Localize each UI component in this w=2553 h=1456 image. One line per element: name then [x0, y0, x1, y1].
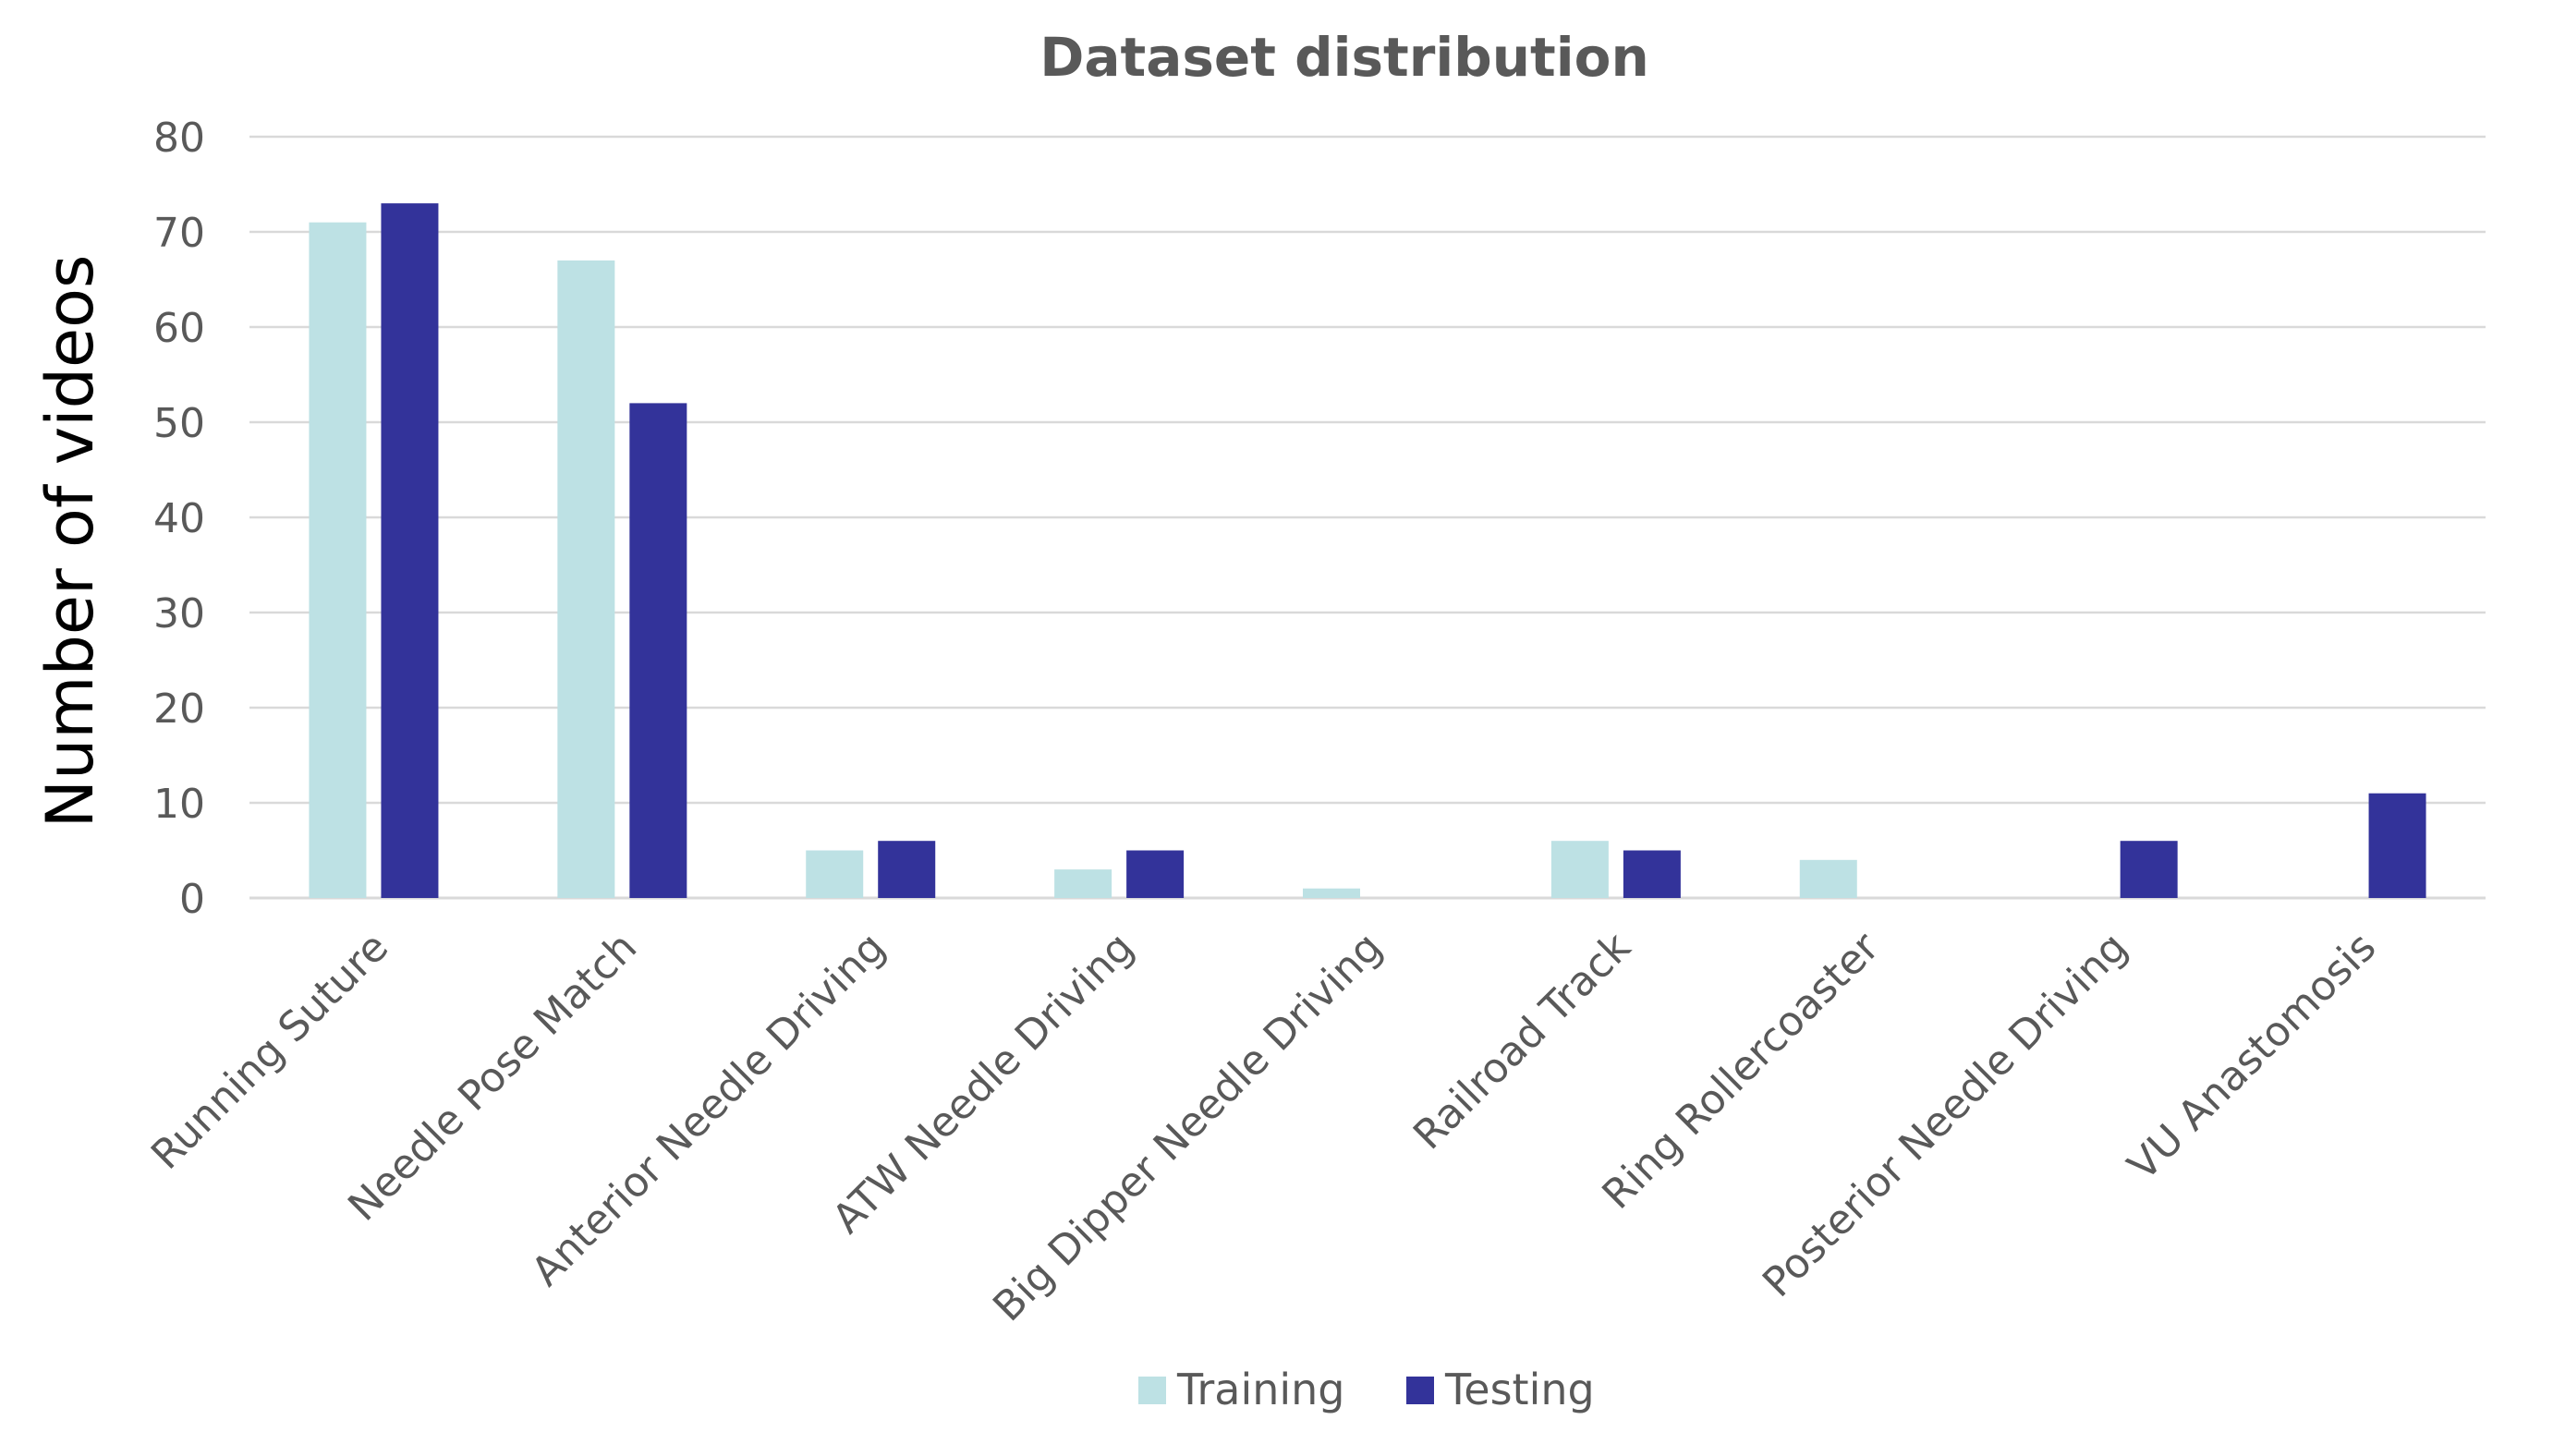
bar-testing-5	[1623, 850, 1681, 898]
bar-testing-0	[381, 203, 439, 899]
bars	[309, 203, 2426, 899]
bar-testing-3	[1126, 850, 1185, 898]
chart-title: Dataset distribution	[1039, 26, 1649, 89]
y-tick-label: 10	[153, 781, 205, 828]
y-tick-label: 70	[153, 210, 205, 257]
x-tick-label: Running Suture	[142, 924, 397, 1179]
legend-label-training: Training	[1176, 1365, 1345, 1414]
legend-swatch-testing	[1406, 1377, 1434, 1404]
x-tick-label: Big Dipper Needle Driving	[984, 924, 1392, 1331]
bar-training-2	[806, 850, 864, 898]
x-tick-label: VU Anastomosis	[2119, 924, 2385, 1190]
bar-training-0	[309, 222, 367, 898]
y-tick-label: 0	[179, 876, 205, 923]
x-tick-label: Railroad Track	[1404, 923, 1640, 1159]
bar-testing-8	[2368, 793, 2426, 898]
bar-training-4	[1303, 888, 1360, 898]
bar-testing-2	[878, 841, 936, 898]
bar-training-5	[1550, 841, 1609, 898]
y-tick-label: 40	[153, 495, 205, 542]
y-tick-label: 80	[153, 115, 205, 162]
y-tick-label: 60	[153, 305, 205, 352]
bar-training-6	[1799, 859, 1857, 898]
bar-training-1	[557, 260, 615, 898]
legend: Training Testing	[1138, 1365, 1595, 1414]
y-tick-label: 30	[153, 590, 205, 637]
bar-testing-1	[629, 403, 687, 898]
y-axis-label: Number of videos	[32, 255, 108, 829]
y-tick-label: 20	[153, 686, 205, 733]
legend-label-testing: Testing	[1444, 1365, 1595, 1414]
legend-swatch-training	[1138, 1377, 1166, 1404]
bar-testing-7	[2120, 841, 2178, 898]
bar-training-3	[1054, 869, 1112, 898]
y-axis-ticks: 0 10 20 30 40 50 60 70 80	[153, 115, 205, 923]
x-tick-label: Ring Rollercoaster	[1594, 923, 1890, 1219]
grid-lines	[249, 135, 2486, 900]
y-tick-label: 50	[153, 400, 205, 447]
